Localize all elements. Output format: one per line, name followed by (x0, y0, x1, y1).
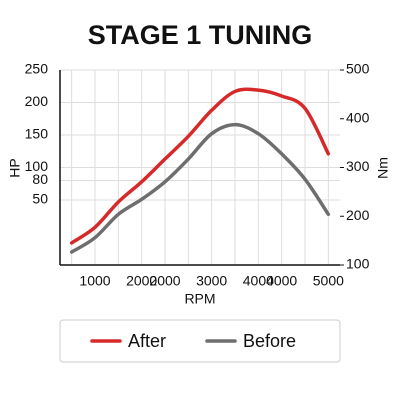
x-tick-label: 4000 (243, 273, 274, 289)
y-tick-label: 50 (32, 191, 48, 207)
legend-label: After (128, 331, 166, 351)
y-tick-label: 250 (25, 61, 49, 77)
legend-box (59, 319, 341, 363)
y2-tick-label: 500 (346, 61, 370, 77)
y2-tick-label: 100 (346, 256, 370, 272)
y-axis-label: HP (7, 158, 23, 177)
y2-tick-label: 400 (346, 109, 370, 125)
x-tick-label: 5000 (313, 273, 344, 289)
line-series (69, 122, 331, 254)
x-tick-label: 4000 (266, 273, 297, 289)
line-series (69, 87, 331, 245)
y-tick-label: 80 (32, 171, 48, 187)
x-axis-label: RPM (184, 291, 215, 307)
x-tick-label: 2000 (126, 273, 157, 289)
y2-tick-label: 200 (346, 207, 370, 223)
y2-tick-label: 300 (346, 158, 370, 174)
x-tick-label: 2000 (149, 273, 180, 289)
y-tick-label: 200 (25, 93, 49, 109)
legend-label: Before (243, 331, 296, 351)
y-tick-label: 150 (25, 126, 49, 142)
chart-title: STAGE 1 TUNING (88, 20, 313, 50)
x-tick-label: 1000 (79, 273, 110, 289)
y-tick-label: 100 (25, 158, 49, 174)
y2-axis-label: Nm (375, 157, 391, 179)
x-tick-label: 3000 (196, 273, 227, 289)
